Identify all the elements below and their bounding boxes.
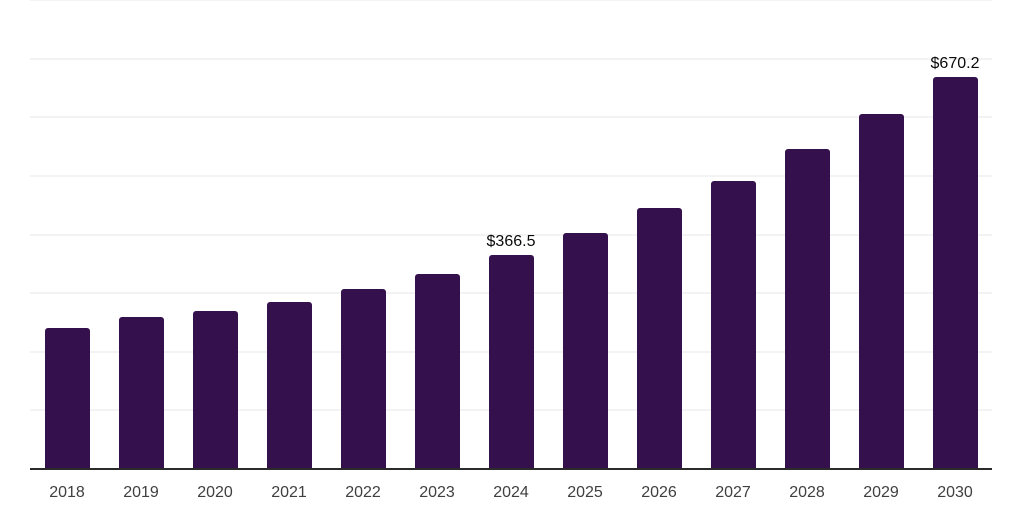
gridline-700 <box>30 57 992 60</box>
x-tick-2022: 2022 <box>345 484 381 501</box>
bar-column-2023 <box>400 0 474 470</box>
x-tick-2021: 2021 <box>271 484 307 501</box>
x-tick-2028: 2028 <box>789 484 825 501</box>
x-tick-2020: 2020 <box>197 484 233 501</box>
bar-2027 <box>710 180 756 470</box>
bar-2021 <box>266 302 312 470</box>
bar-column-2019 <box>104 0 178 470</box>
x-tick-2018: 2018 <box>49 484 85 501</box>
gridline-800 <box>30 0 992 1</box>
bar-column-2020 <box>178 0 252 470</box>
plot-area: $366.5 $670.2 <box>30 0 992 470</box>
gridline-400 <box>30 233 992 236</box>
bar-column-2029 <box>844 0 918 470</box>
bar-column-2021 <box>252 0 326 470</box>
gridline-600 <box>30 116 992 119</box>
x-tick-2029: 2029 <box>863 484 899 501</box>
bar-2018 <box>44 327 90 470</box>
bar-2024 <box>488 255 534 470</box>
x-tick-2030: 2030 <box>937 484 973 501</box>
x-tick-2023: 2023 <box>419 484 455 501</box>
bars-row: $366.5 $670.2 <box>30 0 992 470</box>
bar-2019 <box>118 317 164 470</box>
x-tick-2019: 2019 <box>123 484 159 501</box>
x-tick-2024: 2024 <box>493 484 529 501</box>
bar-2023 <box>414 274 460 470</box>
bar-column-2030: $670.2 <box>918 0 992 470</box>
x-axis-labels: 2018 2019 2020 2021 2022 2023 2024 2025 2026 2027… <box>30 470 992 502</box>
data-label-2030: $670.2 <box>930 55 980 73</box>
bar-2030 <box>932 77 978 470</box>
x-tick-2027: 2027 <box>715 484 751 501</box>
x-tick-2026: 2026 <box>641 484 677 501</box>
bar-column-2025 <box>548 0 622 470</box>
bar-2029 <box>858 113 904 470</box>
bar-column-2027 <box>696 0 770 470</box>
bar-2022 <box>340 289 386 470</box>
bar-column-2022 <box>326 0 400 470</box>
data-label-2024: $366.5 <box>486 233 536 251</box>
x-axis-line <box>30 468 992 470</box>
bar-column-2018 <box>30 0 104 470</box>
bar-2026 <box>636 208 682 470</box>
bar-column-2024: $366.5 <box>474 0 548 470</box>
bar-2020 <box>192 310 238 470</box>
gridline-500 <box>30 174 992 177</box>
bar-2028 <box>784 148 830 470</box>
bar-column-2028 <box>770 0 844 470</box>
x-tick-2025: 2025 <box>567 484 603 501</box>
bar-column-2026 <box>622 0 696 470</box>
bar-2025 <box>562 233 608 470</box>
